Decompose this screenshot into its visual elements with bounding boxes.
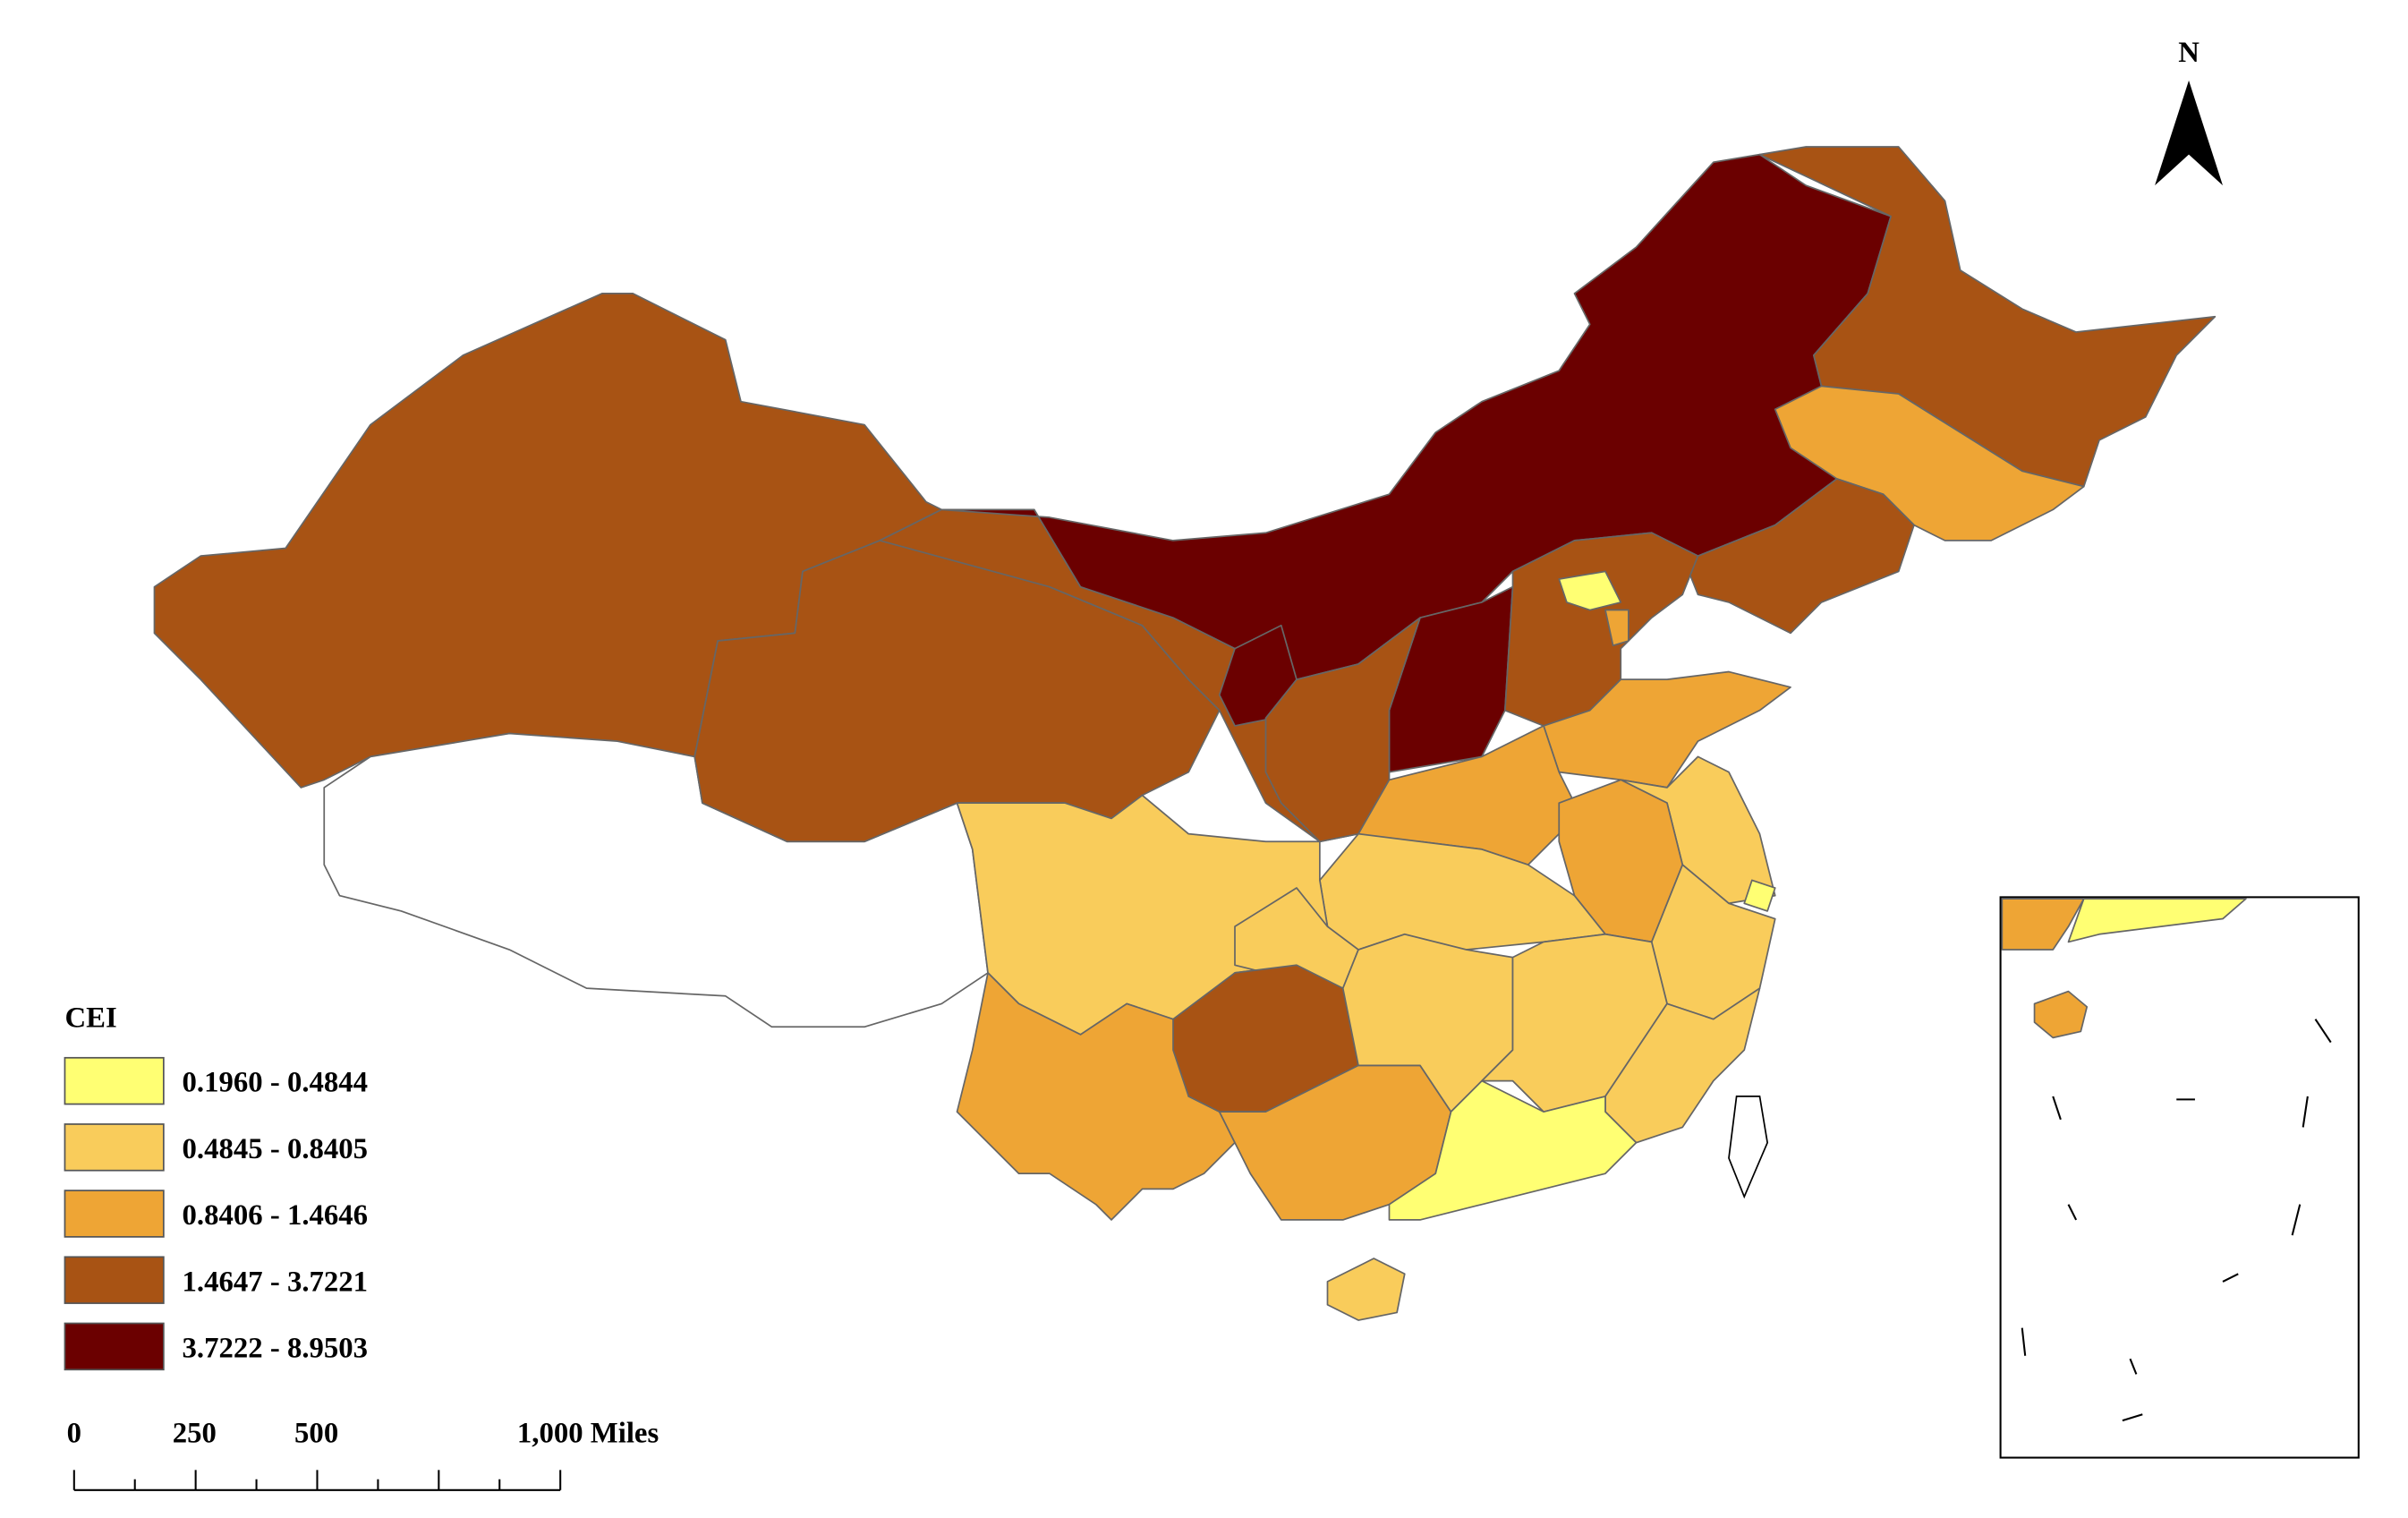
province [1543, 670, 1791, 789]
north-arrow-shape [2155, 80, 2223, 186]
islands [2021, 1019, 2332, 1422]
legend-swatch [64, 1322, 165, 1371]
scale-label: 250 [173, 1417, 217, 1449]
province [1326, 1258, 1406, 1321]
island [1728, 1096, 1769, 1199]
province [1604, 609, 1629, 647]
province [1558, 570, 1622, 611]
province [1388, 1079, 1638, 1221]
legend-swatch [64, 1056, 165, 1105]
north-arrow: N [2155, 37, 2223, 186]
province [2067, 898, 2247, 943]
scale-bar: 0 250 500 1,000 Miles [67, 1417, 659, 1491]
province [956, 972, 1236, 1221]
scale-label: 1,000 Miles [517, 1417, 659, 1449]
province [1504, 532, 1699, 727]
legend-label: 0.4845 - 0.8405 [183, 1133, 369, 1165]
inset-frame [1999, 896, 2360, 1459]
province [1743, 879, 1776, 912]
legend-swatch [64, 1190, 165, 1238]
legend-swatch [64, 1256, 165, 1304]
province [2001, 898, 2085, 951]
legend-label: 0.8406 - 1.4646 [183, 1199, 369, 1232]
inset [1999, 896, 2360, 1459]
province [1758, 146, 2217, 488]
province [2033, 990, 2089, 1039]
legend: CEI 0.1960 - 0.4844 0.4845 - 0.8405 0.8406… [64, 1002, 369, 1371]
legend-label: 3.7222 - 8.9503 [183, 1332, 369, 1364]
scale-label: 0 [67, 1417, 81, 1449]
legend-title: CEI [64, 1002, 116, 1034]
legend-swatch [64, 1123, 165, 1172]
north-label: N [2178, 37, 2200, 69]
scale-label: 500 [294, 1417, 338, 1449]
legend-label: 0.1960 - 0.4844 [183, 1067, 369, 1099]
legend-label: 1.4647 - 3.7221 [183, 1266, 369, 1298]
provinces [153, 146, 2217, 1321]
